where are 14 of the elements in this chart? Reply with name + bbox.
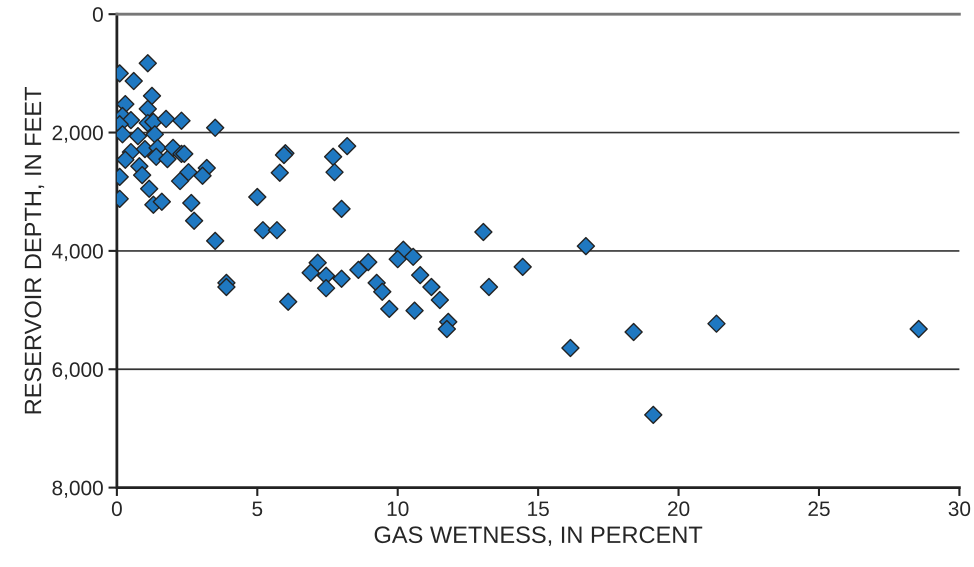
y-tick-label: 2,000 [52, 126, 103, 143]
x-tick-label: 25 [808, 501, 830, 516]
y-tick-label: 4,000 [52, 244, 103, 262]
x-tick-label: 20 [668, 501, 690, 516]
x-tick-label: 30 [948, 501, 970, 516]
x-tick-label: 10 [388, 501, 408, 516]
x-tick-label: 15 [528, 502, 549, 516]
x-tick-label: 5 [252, 502, 262, 516]
y-tick-label: 6,000 [52, 362, 103, 380]
x-axis-title: GAS WETNESS, IN PERCENT [374, 526, 702, 546]
x-tick-label: 0 [112, 501, 122, 516]
y-axis-title: RESERVOIR DEPTH, IN FEET [24, 87, 44, 414]
y-tick-label: 8,000 [52, 480, 103, 498]
y-tick-label: 0 [92, 7, 103, 22]
